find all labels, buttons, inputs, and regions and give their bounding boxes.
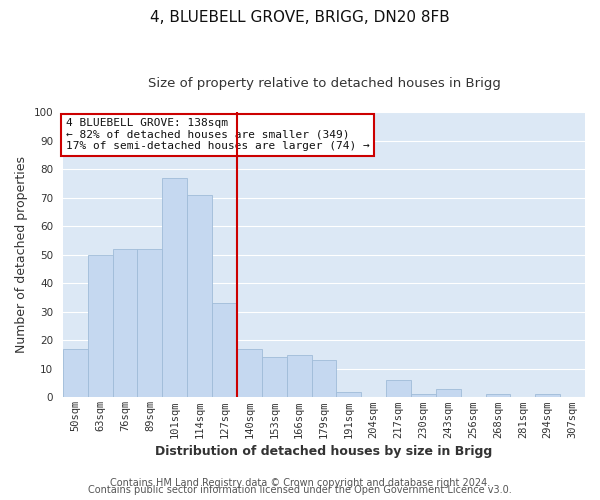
X-axis label: Distribution of detached houses by size in Brigg: Distribution of detached houses by size … [155, 444, 493, 458]
Bar [113, 249, 137, 398]
Text: Contains public sector information licensed under the Open Government Licence v3: Contains public sector information licen… [88, 485, 512, 495]
Bar [237, 349, 262, 398]
Bar [137, 249, 163, 398]
Bar [485, 394, 511, 398]
Bar [287, 354, 311, 398]
Y-axis label: Number of detached properties: Number of detached properties [15, 156, 28, 354]
Bar [212, 304, 237, 398]
Bar [88, 255, 113, 398]
Bar [63, 349, 88, 398]
Bar [411, 394, 436, 398]
Bar [386, 380, 411, 398]
Bar [535, 394, 560, 398]
Text: Contains HM Land Registry data © Crown copyright and database right 2024.: Contains HM Land Registry data © Crown c… [110, 478, 490, 488]
Bar [187, 195, 212, 398]
Bar [163, 178, 187, 398]
Bar [262, 358, 287, 398]
Bar [337, 392, 361, 398]
Bar [436, 388, 461, 398]
Title: Size of property relative to detached houses in Brigg: Size of property relative to detached ho… [148, 78, 500, 90]
Text: 4, BLUEBELL GROVE, BRIGG, DN20 8FB: 4, BLUEBELL GROVE, BRIGG, DN20 8FB [150, 10, 450, 25]
Bar [311, 360, 337, 398]
Text: 4 BLUEBELL GROVE: 138sqm
← 82% of detached houses are smaller (349)
17% of semi-: 4 BLUEBELL GROVE: 138sqm ← 82% of detach… [65, 118, 369, 152]
